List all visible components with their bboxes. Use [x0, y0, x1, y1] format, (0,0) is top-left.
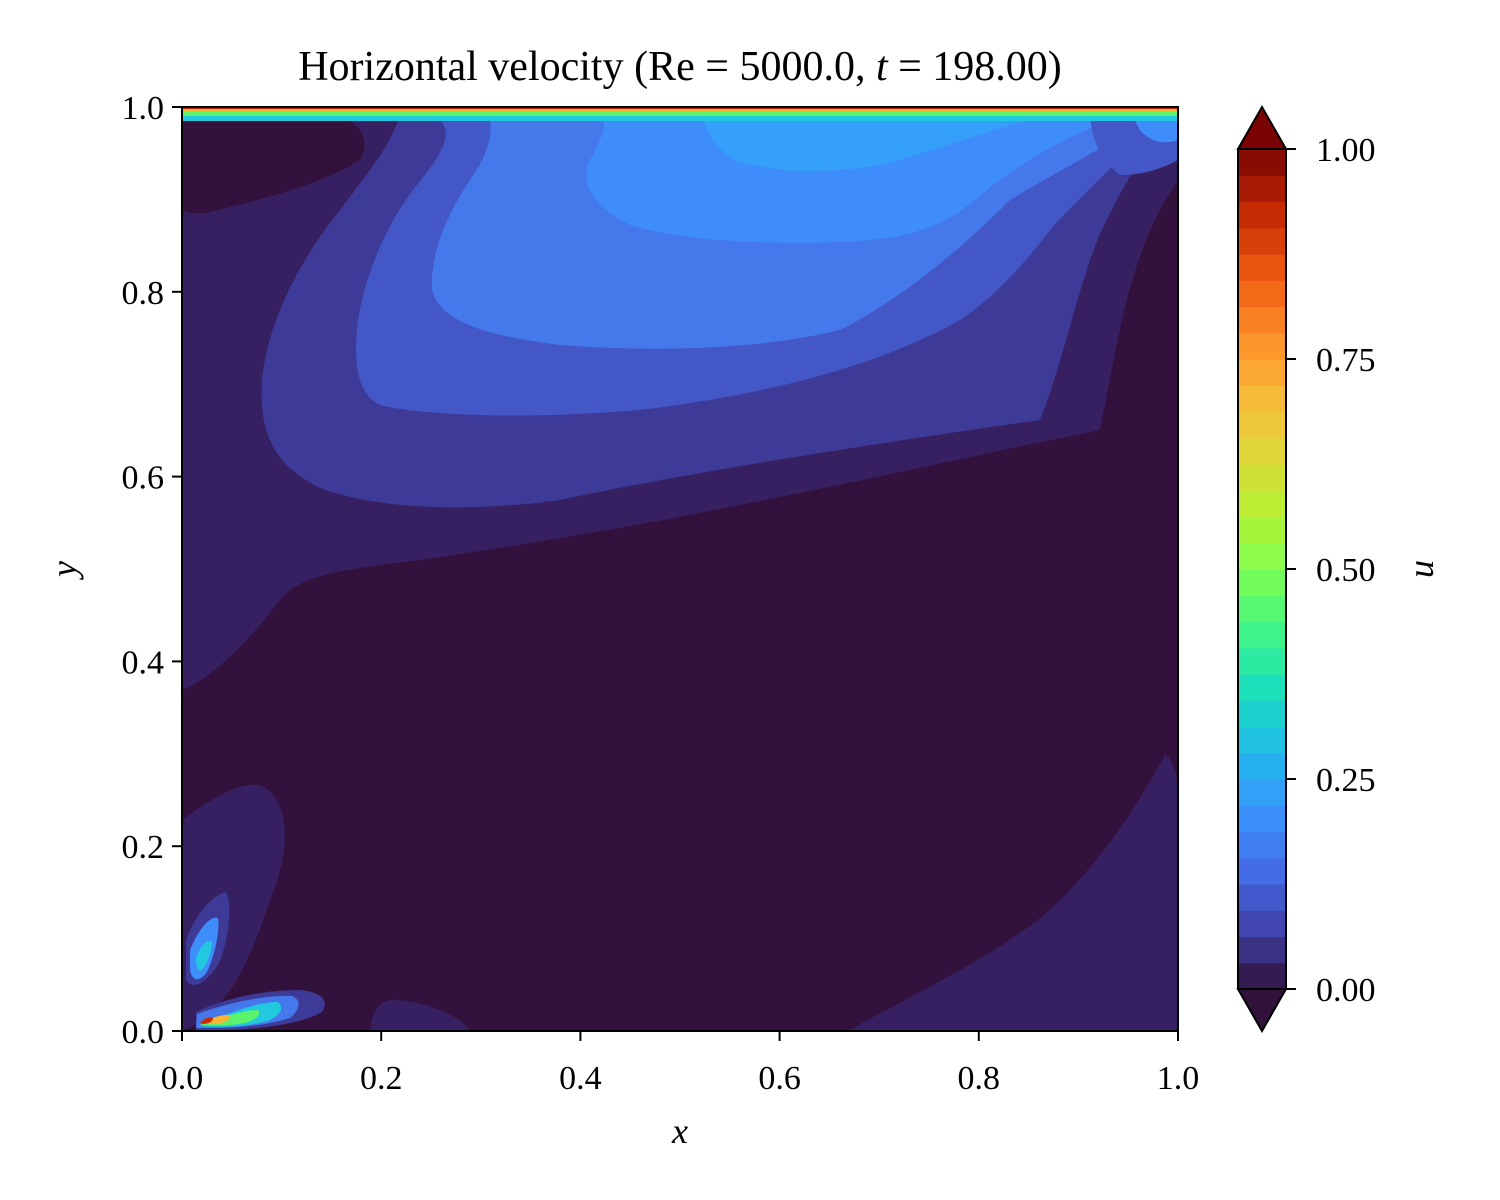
x-tick-label: 0.2	[360, 1060, 403, 1097]
colorbar-label: u	[1401, 560, 1441, 578]
contour-band-level-1d	[370, 999, 470, 1031]
colorbar-tick-label: 1.00	[1316, 132, 1376, 169]
colorbar-band	[1238, 700, 1286, 728]
colorbar-band	[1238, 254, 1286, 281]
x-tick-label: 0.0	[161, 1060, 204, 1097]
plot-frame	[181, 106, 1179, 1032]
contour-band-lid-1	[182, 115, 1178, 121]
colorbar-band	[1238, 437, 1286, 465]
contour-band-lid-3	[182, 109, 1178, 112]
x-tick-label: 0.8	[958, 1060, 1001, 1097]
colorbar-band	[1238, 175, 1286, 203]
colorbar-band	[1238, 464, 1286, 491]
colorbar-band	[1238, 306, 1286, 334]
contour-band-corner-dark	[182, 112, 365, 214]
colorbar-tick-label: 0.00	[1316, 972, 1376, 1009]
colorbar-band	[1238, 542, 1286, 570]
y-tick-label: 1.0	[122, 90, 165, 127]
colorbar-band	[1238, 857, 1286, 885]
x-tick-label: 1.0	[1157, 1060, 1200, 1097]
colorbar-band	[1238, 149, 1286, 176]
colorbar-band	[1238, 779, 1286, 806]
colorbar-band	[1238, 359, 1286, 386]
colorbar-band	[1238, 516, 1286, 544]
y-axis-label: y	[44, 561, 84, 580]
y-tick-label: 0.4	[122, 644, 165, 681]
contour-band-jet-red	[200, 1017, 213, 1024]
colorbar-band	[1238, 674, 1286, 701]
y-tick-label: 0.8	[122, 275, 165, 312]
x-tick-label: 0.6	[758, 1060, 801, 1097]
colorbar-band	[1238, 227, 1286, 255]
colorbar-tick-label: 0.25	[1316, 762, 1376, 799]
contour-band-lid-2	[182, 112, 1178, 116]
colorbar-band	[1238, 332, 1286, 360]
colorbar-band	[1238, 936, 1286, 964]
colorbar-band	[1238, 385, 1286, 413]
chart-title: Horizontal velocity (Re = 5000.0, t = 19…	[298, 44, 1062, 90]
colorbar-band	[1238, 910, 1286, 938]
colorbar-extend-max	[1236, 104, 1288, 150]
colorbar: 0.00 0.25 0.50 0.75 1.00	[1236, 104, 1376, 1034]
y-tick-label: 0.2	[122, 829, 165, 866]
colorbar-band	[1238, 490, 1286, 518]
colorbar-tick-label: 0.50	[1316, 552, 1376, 589]
colorbar-band	[1238, 201, 1286, 229]
colorbar-band	[1238, 884, 1286, 911]
colorbar-band	[1238, 805, 1286, 833]
colorbar-band	[1238, 647, 1286, 675]
x-axis: 0.0 0.2 0.4 0.6 0.8 1.0	[161, 1031, 1200, 1097]
contour-band-level-6	[700, 112, 1060, 172]
colorbar-band	[1238, 726, 1286, 754]
colorbar-band	[1238, 621, 1286, 649]
x-tick-label: 0.4	[559, 1060, 602, 1097]
colorbar-band	[1238, 280, 1286, 308]
contour-band-level-1c	[848, 755, 1178, 1031]
x-axis-label: x	[671, 1111, 688, 1151]
colorbar-band	[1238, 752, 1286, 780]
colorbar-band	[1238, 411, 1286, 439]
contour-band-left-eddy-core	[196, 940, 212, 971]
colorbar-band	[1238, 569, 1286, 596]
y-tick-label: 0.6	[122, 460, 165, 497]
y-tick-label: 0.0	[122, 1014, 165, 1051]
contour-field	[182, 107, 1178, 1031]
colorbar-band	[1238, 831, 1286, 859]
colorbar-extend-min	[1236, 988, 1288, 1034]
y-axis: 0.0 0.2 0.4 0.6 0.8 1.0	[122, 90, 182, 1051]
colorbar-band	[1238, 962, 1286, 990]
colorbar-band	[1238, 595, 1286, 623]
colorbar-tick-label: 0.75	[1316, 342, 1376, 379]
